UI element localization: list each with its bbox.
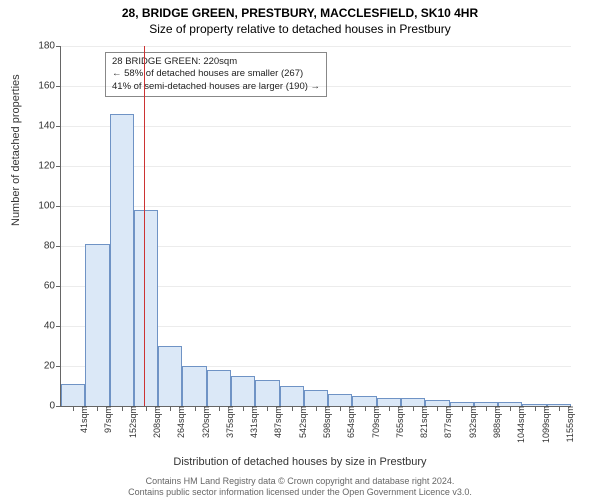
x-tick-label: 487sqm <box>271 406 283 438</box>
x-tick-label: 1099sqm <box>539 406 551 443</box>
x-tick-mark <box>389 406 390 411</box>
footer-line1: Contains HM Land Registry data © Crown c… <box>0 476 600 487</box>
y-tick-label: 0 <box>25 401 61 412</box>
histogram-bar <box>328 394 352 406</box>
x-tick-label: 208sqm <box>150 406 162 438</box>
y-axis-label: Number of detached properties <box>10 74 22 226</box>
grid-line <box>61 206 571 207</box>
x-tick-mark <box>170 406 171 411</box>
x-tick-label: 877sqm <box>441 406 453 438</box>
histogram-bar <box>377 398 401 406</box>
footer-line2: Contains public sector information licen… <box>0 487 600 498</box>
annotation-box: 28 BRIDGE GREEN: 220sqm ← 58% of detache… <box>105 52 327 97</box>
histogram-bar <box>110 114 134 406</box>
x-tick-mark <box>122 406 123 411</box>
x-axis-label: Distribution of detached houses by size … <box>0 456 600 468</box>
x-tick-label: 152sqm <box>126 406 138 438</box>
y-tick-label: 100 <box>25 201 61 212</box>
x-tick-mark <box>510 406 511 411</box>
x-tick-label: 97sqm <box>101 406 113 433</box>
x-tick-label: 264sqm <box>174 406 186 438</box>
histogram-bar <box>280 386 304 406</box>
histogram-bar <box>401 398 425 406</box>
histogram-bar <box>352 396 376 406</box>
x-tick-label: 41sqm <box>77 406 89 433</box>
x-tick-label: 598sqm <box>320 406 332 438</box>
x-tick-label: 1155sqm <box>563 406 575 442</box>
x-tick-label: 1044sqm <box>514 406 526 443</box>
histogram-bar <box>61 384 85 406</box>
chart-container: 28, BRIDGE GREEN, PRESTBURY, MACCLESFIEL… <box>0 0 600 500</box>
x-tick-label: 431sqm <box>247 406 259 438</box>
x-tick-mark <box>97 406 98 411</box>
x-tick-label: 320sqm <box>199 406 211 438</box>
x-tick-mark <box>243 406 244 411</box>
histogram-bar <box>207 370 231 406</box>
y-tick-label: 20 <box>25 361 61 372</box>
histogram-bar <box>304 390 328 406</box>
histogram-bar <box>158 346 182 406</box>
x-tick-mark <box>365 406 366 411</box>
reference-line <box>144 46 145 406</box>
y-tick-label: 80 <box>25 241 61 252</box>
x-tick-label: 654sqm <box>344 406 356 438</box>
grid-line <box>61 166 571 167</box>
x-tick-mark <box>267 406 268 411</box>
x-tick-mark <box>73 406 74 411</box>
x-tick-mark <box>195 406 196 411</box>
x-tick-mark <box>316 406 317 411</box>
x-tick-mark <box>462 406 463 411</box>
x-tick-label: 988sqm <box>490 406 502 438</box>
x-tick-label: 542sqm <box>296 406 308 438</box>
grid-line <box>61 46 571 47</box>
y-tick-label: 60 <box>25 281 61 292</box>
y-tick-label: 160 <box>25 81 61 92</box>
x-tick-mark <box>413 406 414 411</box>
x-tick-label: 765sqm <box>393 406 405 438</box>
x-tick-label: 821sqm <box>417 406 429 438</box>
y-tick-label: 180 <box>25 41 61 52</box>
y-tick-label: 40 <box>25 321 61 332</box>
histogram-bar <box>182 366 206 406</box>
y-tick-label: 120 <box>25 161 61 172</box>
x-tick-mark <box>146 406 147 411</box>
grid-line <box>61 126 571 127</box>
x-tick-mark <box>437 406 438 411</box>
x-tick-label: 375sqm <box>223 406 235 438</box>
grid-line <box>61 86 571 87</box>
x-tick-label: 709sqm <box>369 406 381 438</box>
x-tick-mark <box>219 406 220 411</box>
plot-area: 28 BRIDGE GREEN: 220sqm ← 58% of detache… <box>60 46 571 407</box>
histogram-bar <box>255 380 279 406</box>
x-tick-mark <box>535 406 536 411</box>
y-tick-label: 140 <box>25 121 61 132</box>
chart-title-address: 28, BRIDGE GREEN, PRESTBURY, MACCLESFIEL… <box>0 0 600 20</box>
x-tick-label: 932sqm <box>466 406 478 438</box>
x-tick-mark <box>486 406 487 411</box>
x-tick-mark <box>292 406 293 411</box>
x-tick-mark <box>340 406 341 411</box>
histogram-bar <box>134 210 158 406</box>
footer: Contains HM Land Registry data © Crown c… <box>0 476 600 498</box>
histogram-bar <box>85 244 109 406</box>
chart-subtitle: Size of property relative to detached ho… <box>0 20 600 36</box>
histogram-bar <box>231 376 255 406</box>
x-tick-mark <box>559 406 560 411</box>
